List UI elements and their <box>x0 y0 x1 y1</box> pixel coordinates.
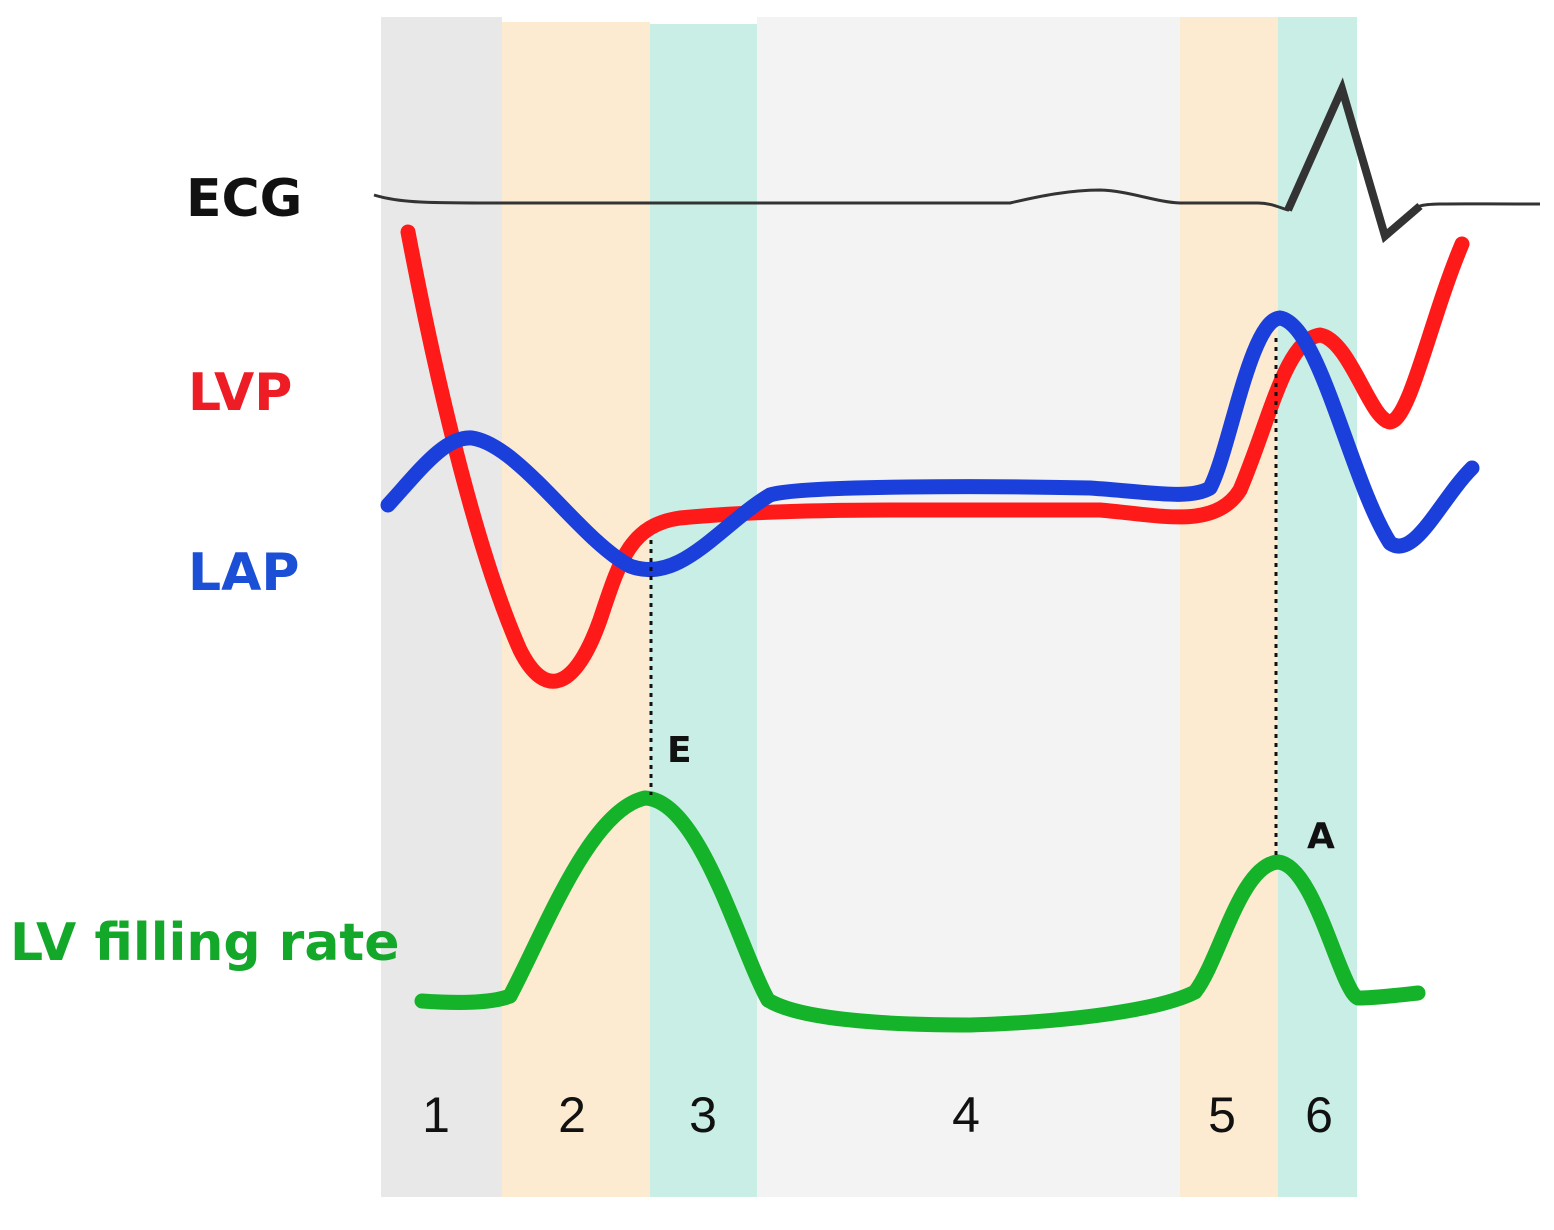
phase-number-4: 4 <box>952 1087 980 1143</box>
phase-bands <box>381 17 1357 1197</box>
lvp-label: LVP <box>188 363 292 423</box>
phase-band-2 <box>502 22 650 1197</box>
filling-rate-label: LV filling rate <box>10 913 400 973</box>
phase-number-2: 2 <box>558 1087 586 1143</box>
phase-band-1 <box>381 17 502 1197</box>
ecg-trace <box>373 87 1541 238</box>
lap-trace <box>380 310 1480 578</box>
phase-number-3: 3 <box>689 1087 717 1143</box>
lvp-trace <box>400 224 1470 689</box>
phase-number-5: 5 <box>1208 1087 1236 1143</box>
phase-band-6 <box>1278 17 1357 1197</box>
filling-rate-trace <box>414 790 1426 1033</box>
a-wave-label: A <box>1307 816 1335 857</box>
phase-band-3 <box>650 24 757 1197</box>
phase-number-6: 6 <box>1305 1087 1333 1143</box>
ecg-qrs-complex <box>1284 77 1423 244</box>
phase-band-4 <box>757 17 1180 1197</box>
lap-label: LAP <box>188 543 300 603</box>
e-wave-label: E <box>667 730 692 771</box>
phase-number-1: 1 <box>422 1087 450 1143</box>
phase-band-5 <box>1180 17 1278 1197</box>
ecg-label: ECG <box>186 169 302 229</box>
